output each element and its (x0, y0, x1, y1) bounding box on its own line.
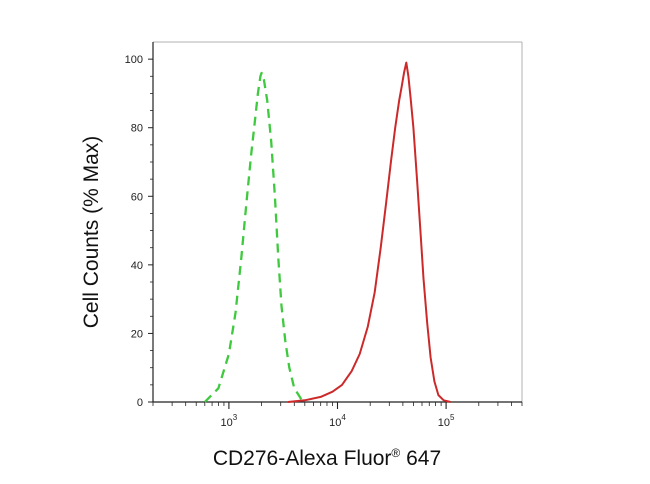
y-tick-label: 20 (131, 328, 143, 340)
x-axis-title-main: CD276-Alexa Fluor (213, 447, 392, 470)
sample-curve (287, 61, 451, 403)
x-tick-label: 105 (438, 413, 455, 429)
y-tick-label: 80 (131, 123, 143, 135)
isotype-control-curve (203, 71, 308, 403)
x-axis-title: CD276-Alexa Fluor® 647 (213, 446, 441, 470)
y-tick-label: 60 (131, 191, 143, 203)
x-tick-label: 103 (221, 413, 238, 429)
y-axis-title: Cell Counts (% Max) (80, 136, 103, 329)
x-axis-title-suffix: 647 (400, 447, 441, 470)
x-axis-title-registered-mark: ® (391, 446, 400, 460)
y-axis-ticks: 0 20 40 60 80 100 (125, 54, 153, 409)
x-axis-ticks: 103 104 105 (152, 402, 523, 429)
plot-frame (152, 41, 523, 403)
x-tick-label: 104 (329, 413, 346, 429)
histogram-series (203, 61, 451, 403)
y-tick-label: 40 (131, 260, 143, 272)
y-tick-label: 100 (125, 54, 143, 66)
y-tick-label: 0 (137, 397, 143, 409)
